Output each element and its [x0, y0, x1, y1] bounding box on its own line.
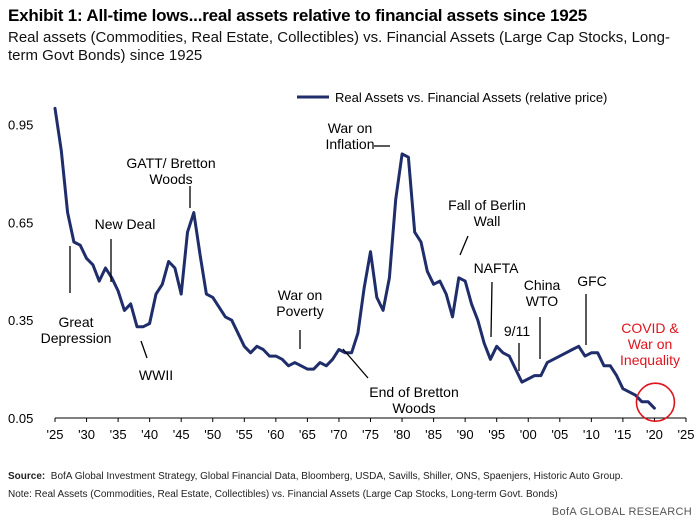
y-tick-label: 0.35 — [8, 313, 33, 328]
annotation-line: Inflation — [325, 136, 374, 152]
x-tick-label: '20 — [646, 427, 663, 442]
source-line: Source: BofA Global Investment Strategy,… — [8, 471, 623, 482]
annotation-label: New Deal — [95, 216, 156, 232]
annotation-label: NAFTA — [474, 260, 520, 276]
x-tick-label: '00 — [520, 427, 537, 442]
annotation-label: GFC — [577, 273, 607, 289]
annotation-label: Fall of Berlin Wall — [448, 197, 526, 229]
source-text: BofA Global Investment Strategy, Global … — [50, 471, 624, 482]
x-tick-label: '45 — [173, 427, 190, 442]
x-tick-label: '50 — [204, 427, 221, 442]
annotation-label: 9/11 — [504, 323, 530, 339]
series-line — [53, 106, 656, 410]
source-label: Source: — [8, 471, 46, 482]
exhibit-subtitle: Real assets (Commodities, Real Estate, C… — [8, 29, 670, 64]
x-tick-label: '60 — [267, 427, 284, 442]
annotation-line: Woods — [149, 171, 192, 187]
annotation-label: GATT/ Bretton Woods — [126, 155, 215, 187]
annotation-label: Great Depression — [41, 314, 112, 346]
annotation-label: WWII — [139, 367, 173, 383]
annotation-leader — [490, 281, 493, 338]
annotation-line: WWII — [139, 367, 173, 383]
annotation-line: War on — [328, 120, 373, 136]
x-tick-label: '90 — [457, 427, 474, 442]
y-tick-label: 0.05 — [8, 411, 33, 426]
annotation-label: War on Poverty — [276, 287, 323, 319]
x-tick-label: '10 — [583, 427, 600, 442]
annotation-line: War on — [628, 336, 673, 352]
x-tick-label: '05 — [551, 427, 568, 442]
annotation-line: China — [524, 277, 561, 293]
annotation-label: COVID & War on Inequality — [620, 320, 680, 368]
x-tick-label: '80 — [394, 427, 411, 442]
annotation-leader — [459, 235, 469, 256]
exhibit-title: Exhibit 1: All-time lows...real assets r… — [8, 6, 588, 25]
annotation-line: Poverty — [276, 303, 323, 319]
annotation-line: Woods — [392, 400, 435, 416]
note-line: Note: Real Assets (Commodities, Real Est… — [8, 489, 558, 500]
annotation-line: War on — [278, 287, 323, 303]
annotation-line: WTO — [526, 293, 559, 309]
annotation-label: War on Inflation — [325, 120, 374, 152]
x-tick-label: '95 — [488, 427, 505, 442]
x-tick-label: '25 — [678, 427, 695, 442]
annotation-line: GFC — [577, 273, 607, 289]
y-tick-label: 0.65 — [8, 215, 33, 230]
annotation-line: NAFTA — [474, 260, 520, 276]
annotation-leader — [140, 340, 148, 359]
x-tick-label: '25 — [47, 427, 64, 442]
legend-label: Real Assets vs. Financial Assets (relati… — [335, 90, 607, 105]
annotation-line: New Deal — [95, 216, 156, 232]
x-tick-label: '15 — [614, 427, 631, 442]
x-tick-label: '85 — [425, 427, 442, 442]
x-tick-label: '55 — [236, 427, 253, 442]
annotation-line: Depression — [41, 330, 112, 346]
annotation-line: GATT/ Bretton — [126, 155, 215, 171]
brand-label: BofA GLOBAL RESEARCH — [551, 506, 692, 518]
x-tick-label: '30 — [78, 427, 95, 442]
y-tick-label: 0.95 — [8, 118, 33, 133]
annotation-label: China WTO — [524, 277, 561, 309]
x-tick-label: '40 — [141, 427, 158, 442]
annotation-line: Inequality — [620, 352, 680, 368]
annotation-line: COVID & — [621, 320, 679, 336]
x-tick-label: '75 — [362, 427, 379, 442]
annotation-line: Wall — [474, 213, 501, 229]
x-tick-label: '65 — [299, 427, 316, 442]
x-tick-label: '35 — [110, 427, 127, 442]
annotation-line: Fall of Berlin — [448, 197, 526, 213]
annotation-line: 9/11 — [504, 323, 530, 339]
annotation-leader — [342, 348, 369, 379]
annotation-label: End of Bretton Woods — [369, 384, 459, 416]
highlight-circle — [635, 382, 676, 423]
annotation-line: Great — [58, 314, 93, 330]
annotation-line: End of Bretton — [369, 384, 459, 400]
x-tick-label: '70 — [330, 427, 347, 442]
